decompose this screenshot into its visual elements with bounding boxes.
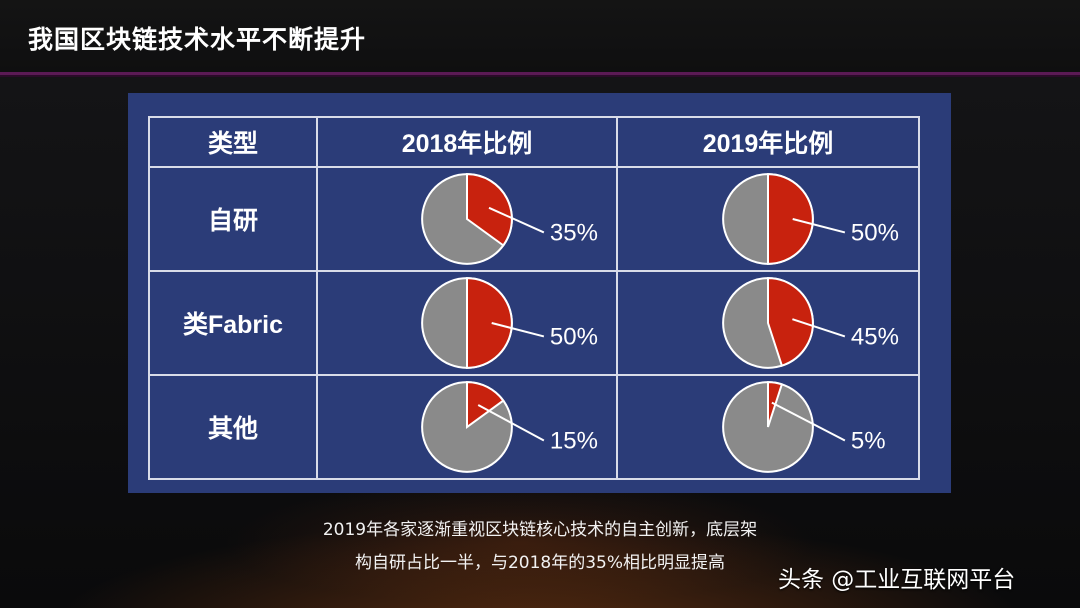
pie-slice-highlight (767, 277, 814, 367)
row-label-self-developed: 自研 (148, 166, 318, 272)
data-label: 5% (851, 427, 886, 454)
leader-line (792, 218, 846, 234)
data-label: 50% (550, 323, 598, 350)
pie-chart: 45% (722, 277, 899, 369)
pie-cell: 35% (316, 166, 618, 272)
data-label: 35% (550, 219, 598, 246)
comparison-table: 类型 2018年比例 2019年比例 自研 35% 50% 类Fabric 50… (148, 116, 920, 480)
slide-header: 我国区块链技术水平不断提升 (0, 0, 1080, 75)
data-label: 50% (851, 219, 899, 246)
header-2019: 2019年比例 (616, 116, 920, 168)
pie-chart: 50% (722, 173, 899, 265)
leader-line (771, 401, 846, 442)
pie-chart: 35% (421, 173, 598, 265)
pie-cell: 45% (616, 270, 920, 376)
leader-line (792, 318, 846, 338)
pie-slice-highlight (767, 173, 814, 265)
table-row: 自研 35% 50% (148, 166, 920, 272)
leader-line (488, 206, 545, 234)
leader-line (491, 322, 545, 338)
table-header-row: 类型 2018年比例 2019年比例 (148, 116, 920, 168)
row-label-fabric: 类Fabric (148, 270, 318, 376)
data-label: 15% (550, 427, 598, 454)
source-watermark: 头条 @工业互联网平台 (778, 567, 1016, 593)
pie-slice-highlight (466, 381, 505, 429)
pie-chart: 50% (421, 277, 598, 369)
pie-slice-highlight (466, 173, 513, 247)
caption-line-2: 构自研占比一半，与2018年的35%相比明显提高 (354, 553, 726, 573)
row-label-other: 其他 (148, 374, 318, 480)
pie-cell: 50% (316, 270, 618, 376)
leader-line (477, 404, 545, 442)
table-row: 其他 15% 5% (148, 374, 920, 480)
slide-title: 我国区块链技术水平不断提升 (28, 25, 367, 54)
pie-cell: 5% (616, 374, 920, 480)
header-2018: 2018年比例 (316, 116, 618, 168)
pie-cell: 50% (616, 166, 920, 272)
pie-chart: 5% (722, 381, 886, 473)
header-type: 类型 (148, 116, 318, 168)
pie-chart: 15% (421, 381, 598, 473)
caption-line-1: 2019年各家逐渐重视区块链核心技术的自主创新，底层架 (322, 520, 758, 540)
pie-cell: 15% (316, 374, 618, 480)
data-label: 45% (851, 323, 899, 350)
pie-slice-highlight (466, 277, 513, 369)
table-row: 类Fabric 50% 45% (148, 270, 920, 376)
